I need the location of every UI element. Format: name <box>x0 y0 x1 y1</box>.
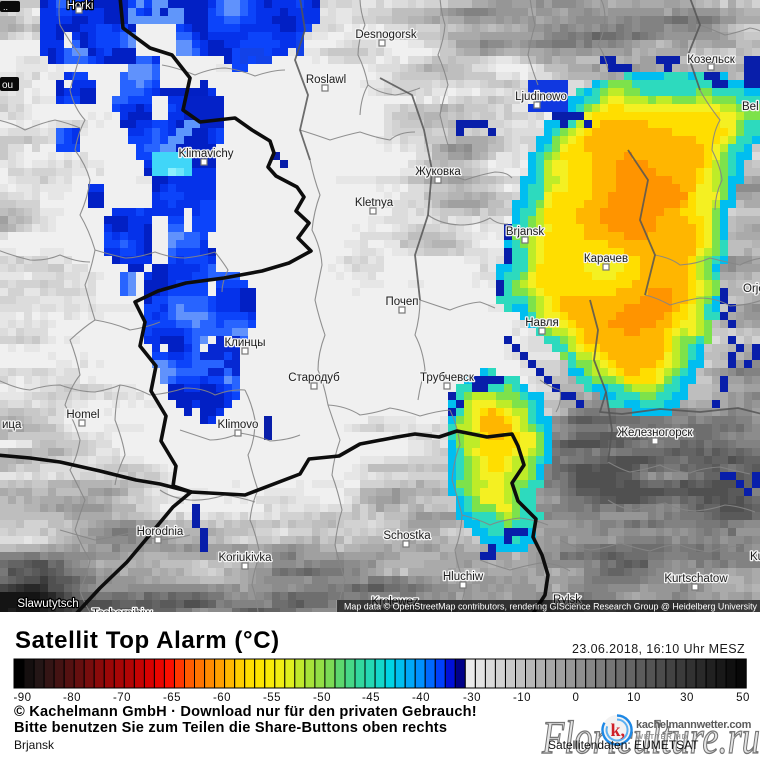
svg-text:-45: -45 <box>362 692 380 704</box>
svg-text:Klimavichy: Klimavichy <box>179 148 234 160</box>
svg-text:WETTER HD: WETTER HD <box>636 732 688 741</box>
svg-text:Стародуб: Стародуб <box>288 372 340 384</box>
svg-text:-10: -10 <box>513 692 531 704</box>
svg-text:Bel: Bel <box>742 101 759 113</box>
svg-text:Навля: Навля <box>525 317 558 329</box>
svg-text:Козельск: Козельск <box>687 54 736 66</box>
svg-text:0: 0 <box>573 692 580 704</box>
svg-text:Roslawl: Roslawl <box>306 74 346 86</box>
svg-text:Трубчевск: Трубчевск <box>420 372 475 384</box>
svg-text:Почеп: Почеп <box>385 296 418 308</box>
svg-text:Железногорск: Железногорск <box>618 427 694 439</box>
svg-text:Homel: Homel <box>66 409 99 421</box>
svg-text:Жуковка: Жуковка <box>415 166 461 178</box>
svg-text:-30: -30 <box>463 692 481 704</box>
svg-text:-60: -60 <box>213 692 231 704</box>
svg-text:-50: -50 <box>313 692 331 704</box>
svg-text:ица: ица <box>2 419 22 431</box>
svg-text:Tschernihiw: Tschernihiw <box>92 608 153 612</box>
svg-text:Ku: Ku <box>750 551 760 563</box>
svg-text:-80: -80 <box>63 692 81 704</box>
svg-text:Horodnia: Horodnia <box>137 526 184 538</box>
svg-text:-40: -40 <box>412 692 430 704</box>
svg-text:-70: -70 <box>113 692 131 704</box>
svg-text:Schostka: Schostka <box>383 530 431 542</box>
svg-text:Klimovo: Klimovo <box>218 419 259 431</box>
svg-text:30: 30 <box>680 692 694 704</box>
svg-text:Ljudinowo: Ljudinowo <box>515 91 567 103</box>
svg-text:Slawutytsch: Slawutytsch <box>17 598 78 610</box>
svg-text:Kletnya: Kletnya <box>355 197 394 209</box>
svg-text:Brjansk: Brjansk <box>506 226 545 238</box>
svg-text:Клинцы: Клинцы <box>224 337 265 349</box>
svg-text:Floriculture.ru: Floriculture.ru <box>541 712 760 760</box>
svg-text:-65: -65 <box>163 692 181 704</box>
svg-text:50: 50 <box>736 692 750 704</box>
svg-text:k,: k, <box>611 720 626 740</box>
svg-text:ou: ou <box>2 80 13 91</box>
svg-text:Hluchiw: Hluchiw <box>443 571 484 583</box>
svg-text:Orjo: Orjo <box>743 283 760 295</box>
svg-text:kachelmannwetter.com: kachelmannwetter.com <box>636 719 752 731</box>
svg-text:Koriukivka: Koriukivka <box>218 552 272 564</box>
svg-text:Карачев: Карачев <box>584 253 628 265</box>
svg-text:..: .. <box>3 2 8 12</box>
svg-text:Kurtschatow: Kurtschatow <box>664 573 728 585</box>
svg-text:-55: -55 <box>263 692 281 704</box>
svg-text:-90: -90 <box>13 692 31 704</box>
svg-text:Desnogorsk: Desnogorsk <box>355 29 417 41</box>
svg-text:10: 10 <box>627 692 641 704</box>
svg-text:Map data © OpenStreetMap contr: Map data © OpenStreetMap contributors, r… <box>344 602 758 612</box>
